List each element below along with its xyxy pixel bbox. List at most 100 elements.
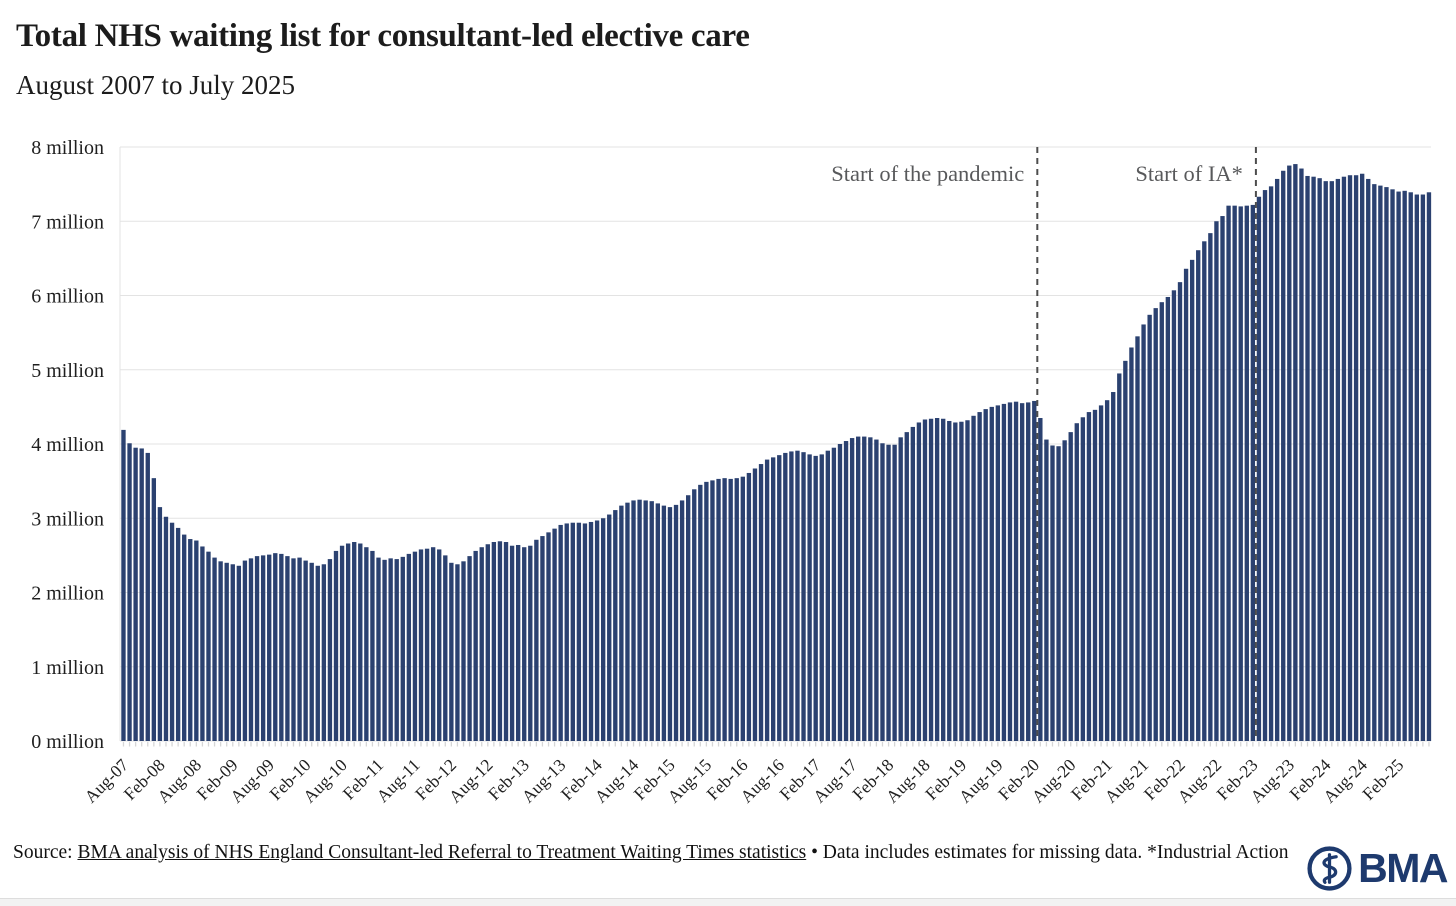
bar [953, 422, 958, 741]
bar [947, 420, 952, 741]
bar [959, 421, 964, 741]
bar [473, 550, 478, 741]
bar [643, 500, 648, 741]
bar [400, 556, 405, 741]
bar [862, 436, 867, 741]
bar [1068, 432, 1073, 741]
bar [989, 406, 994, 742]
bar [388, 558, 393, 742]
bar [1062, 440, 1067, 741]
bar [1098, 405, 1104, 741]
bar [479, 547, 484, 741]
bar [1299, 168, 1304, 741]
bar [1396, 191, 1401, 742]
bar [995, 405, 1001, 741]
bottom-edge-strip [0, 898, 1456, 906]
x-axis-label: Aug-07 [80, 755, 132, 807]
bar [941, 418, 946, 741]
bar [443, 555, 448, 742]
bar [1056, 446, 1061, 741]
bar [570, 522, 575, 741]
bar [673, 504, 679, 741]
bar [655, 503, 660, 741]
y-axis-label: 7 million [31, 211, 104, 233]
bar [1129, 347, 1134, 741]
bar [1323, 181, 1328, 741]
bar [437, 549, 442, 741]
bar [1274, 178, 1280, 741]
bar [1238, 206, 1243, 741]
bar [1123, 360, 1128, 741]
bar [121, 429, 126, 741]
bar [1335, 178, 1341, 741]
source-link[interactable]: BMA analysis of NHS England Consultant-l… [77, 842, 807, 863]
bar [1183, 268, 1189, 741]
bar [1244, 205, 1249, 741]
bar [928, 418, 934, 741]
bar [528, 545, 533, 741]
bar [370, 550, 375, 741]
bar [188, 539, 193, 741]
bar [983, 409, 988, 741]
bar [1007, 402, 1013, 741]
bar [1353, 175, 1359, 742]
bar [1086, 412, 1092, 741]
bar [552, 528, 557, 741]
event-annotation-label: Start of IA* [1135, 161, 1242, 186]
bar [613, 510, 618, 741]
bar [540, 536, 545, 741]
bar [746, 472, 752, 741]
bar [868, 437, 873, 741]
bar [151, 478, 157, 741]
bar [789, 451, 794, 741]
bar [892, 444, 897, 741]
bar [248, 558, 254, 742]
bar [1050, 445, 1055, 741]
bar [157, 507, 163, 741]
bar [1414, 194, 1419, 741]
bar [169, 522, 175, 741]
bar [449, 562, 454, 741]
bar [576, 522, 582, 741]
bar [182, 534, 187, 741]
bar [801, 452, 806, 741]
bar [1220, 216, 1225, 742]
source-prefix: Source: [13, 842, 78, 863]
bar [1135, 336, 1140, 741]
bar [1341, 176, 1347, 741]
bar [1202, 241, 1207, 742]
bar [206, 551, 211, 741]
bar [771, 457, 776, 741]
bar [752, 468, 758, 741]
bar [418, 549, 424, 741]
y-axis-label: 5 million [31, 360, 104, 382]
bar [667, 507, 673, 741]
y-axis-label: 6 million [31, 286, 104, 308]
bar [740, 476, 745, 741]
bar [522, 547, 527, 741]
bar [194, 540, 199, 741]
bar [637, 499, 642, 741]
bar [1256, 196, 1262, 741]
bar [1359, 173, 1365, 742]
bar [309, 562, 314, 741]
bar [886, 444, 891, 741]
bar [321, 564, 327, 741]
bar [819, 454, 824, 741]
bar [1013, 401, 1019, 741]
y-axis-label: 1 million [31, 657, 104, 679]
bar [722, 478, 727, 741]
bar [291, 558, 296, 742]
bar [600, 518, 606, 741]
bar [910, 426, 916, 741]
bar [394, 559, 399, 741]
bar [625, 502, 630, 741]
bar [364, 547, 369, 741]
bar [734, 478, 739, 741]
bar [424, 548, 430, 741]
bar [965, 420, 970, 741]
bar [783, 452, 788, 741]
bar [649, 501, 654, 741]
